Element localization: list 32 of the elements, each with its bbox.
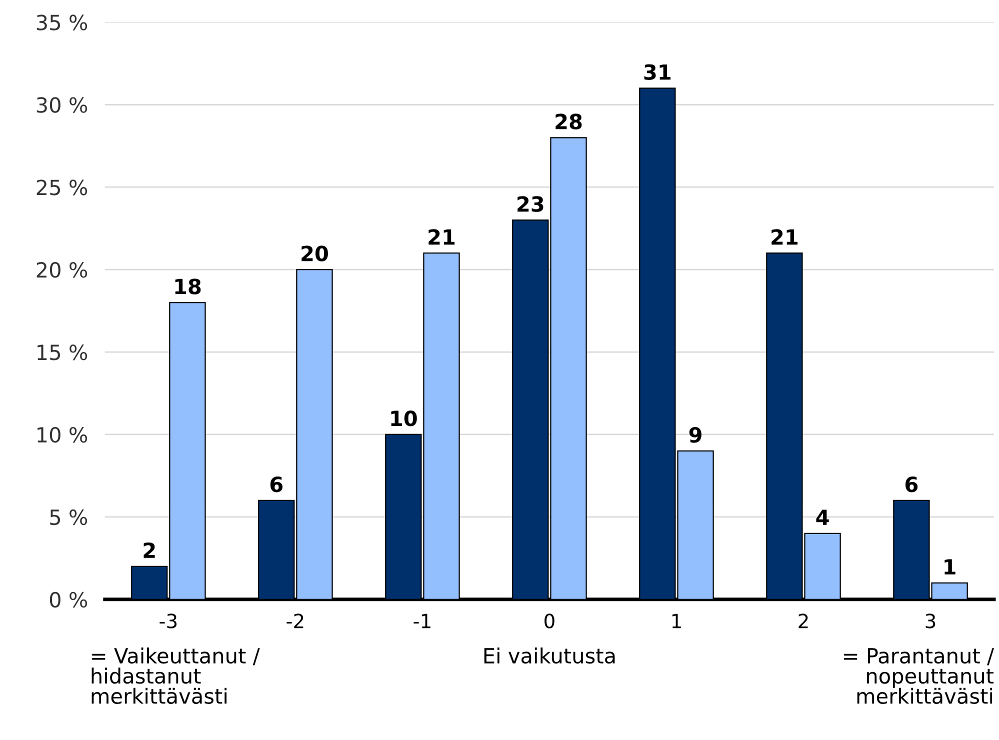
data-label: 1 (944, 559, 956, 574)
x-tick-label: -3 (160, 614, 177, 628)
x-tick-label: 3 (926, 614, 936, 628)
x-tick-label: 1 (672, 614, 681, 628)
data-label: 31 (644, 64, 670, 80)
y-tick-label: 15 % (38, 344, 88, 360)
y-tick-label: 25 % (36, 180, 88, 196)
y-tick-label: 30 % (36, 97, 88, 113)
x-tick-label: -2 (286, 614, 304, 628)
data-label: 23 (518, 196, 544, 212)
y-tick-label: 35 % (36, 14, 88, 30)
data-label: 21 (772, 229, 798, 245)
data-label: 18 (175, 278, 201, 294)
y-tick-label: 0 % (50, 592, 88, 608)
text: = Vaikeuttanut / hidastanut merkittävästi (92, 648, 260, 704)
data-label: 2 (144, 542, 155, 558)
data-label: 10 (391, 410, 417, 426)
text: Ei vaikutusta (484, 648, 615, 664)
data-label: 9 (689, 427, 702, 443)
x-tick-label: -1 (414, 614, 430, 628)
data-label: 6 (270, 476, 282, 492)
data-label: 28 (556, 114, 582, 130)
y-tick-label: 10 % (38, 426, 88, 443)
y-tick-label: 5 % (50, 509, 88, 526)
y-tick-label: 20 % (36, 262, 88, 278)
data-label: 20 (302, 246, 328, 262)
x-tick-label: 0 (544, 614, 554, 628)
x-tick-label: 2 (798, 614, 808, 628)
data-label: 21 (428, 229, 455, 245)
data-label: 6 (905, 476, 918, 492)
text: = Parantanut / nopeuttanut merkittävästi (844, 648, 994, 704)
data-label: 4 (816, 510, 829, 525)
